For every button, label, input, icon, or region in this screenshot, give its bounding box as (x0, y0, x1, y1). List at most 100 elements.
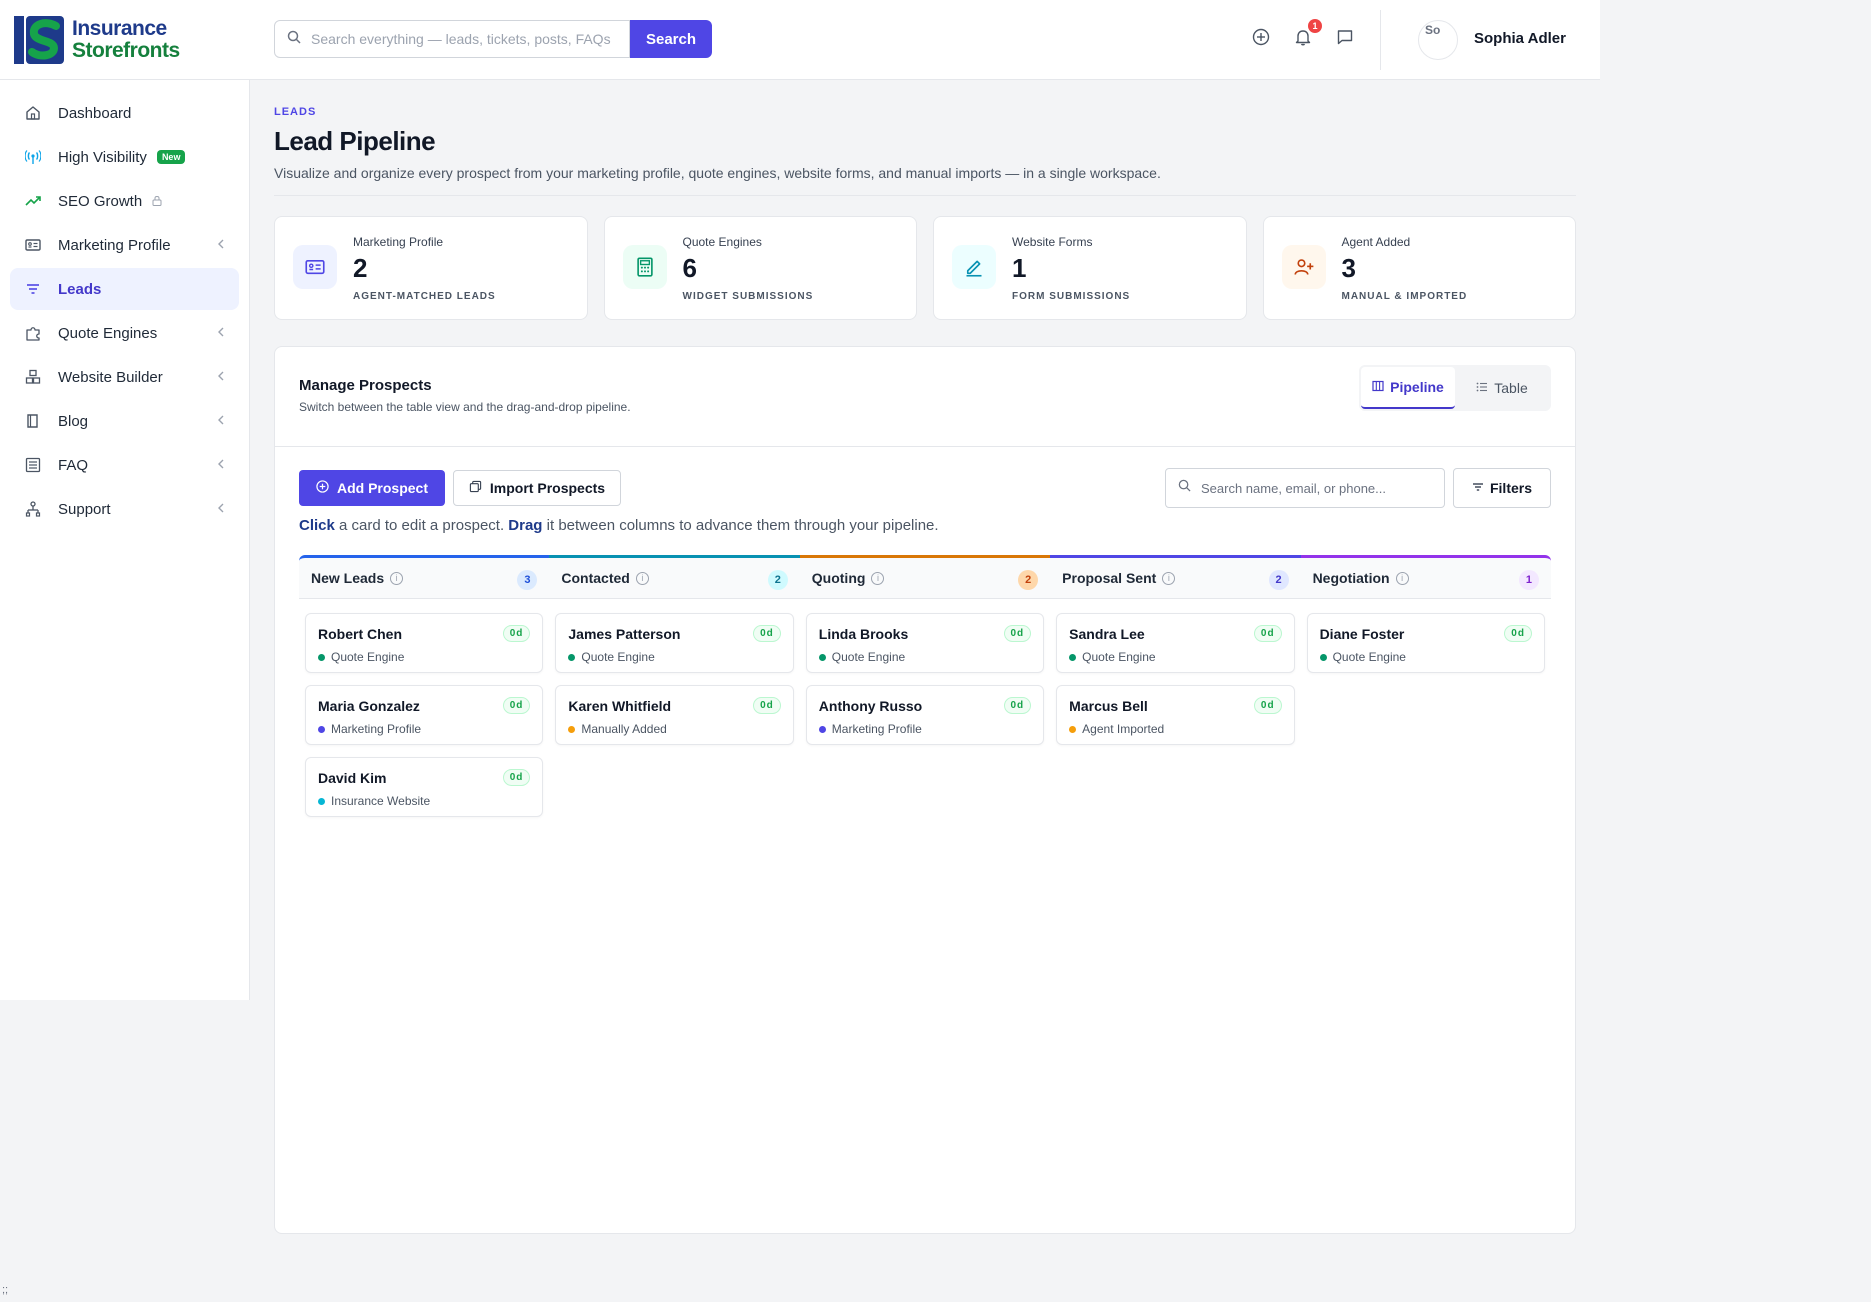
header-divider (1380, 10, 1381, 70)
add-prospect-button[interactable]: Add Prospect (299, 470, 445, 506)
chevron-left-icon (217, 501, 225, 518)
broadcast-icon (24, 148, 42, 166)
new-badge: New (156, 150, 186, 164)
global-search-input[interactable] (311, 31, 621, 47)
prospect-card[interactable]: David Kim 0d Insurance Website (305, 757, 544, 817)
divider (275, 446, 1575, 447)
import-prospects-button[interactable]: Import Prospects (453, 470, 621, 506)
sidebar-item-support[interactable]: Support (10, 488, 239, 530)
sidebar-item-blog[interactable]: Blog (10, 400, 239, 442)
bell-icon[interactable]: 1 (1292, 19, 1322, 48)
sidebar-item-high-visibility[interactable]: High Visibility New (10, 136, 239, 178)
user-plus-icon (1281, 245, 1326, 289)
sidebar-item-label: Leads (58, 280, 102, 298)
stat-label: Marketing Profile (353, 235, 444, 249)
sidebar-item-faq[interactable]: FAQ (10, 444, 239, 486)
column-header: Contacted i 2 (549, 555, 800, 599)
prospect-source: Quote Engine (568, 650, 655, 664)
prospect-source: Marketing Profile (318, 722, 421, 736)
source-label: Marketing Profile (331, 722, 422, 736)
info-icon[interactable]: i (1395, 571, 1409, 585)
stat-value: 1 (1012, 253, 1027, 283)
prospect-card[interactable]: James Patterson 0d Quote Engine (555, 613, 794, 673)
chevron-left-icon (217, 369, 225, 386)
sidebar-item-label: Blog (58, 412, 89, 430)
sidebar-item-marketing-profile[interactable]: Marketing Profile (10, 224, 239, 266)
pipeline-column: Quoting i 2 Linda Brooks 0d Quote Engine Antho… (799, 555, 1051, 829)
sidebar-item-leads[interactable]: Leads (10, 268, 239, 310)
chat-icon[interactable] (1334, 26, 1356, 48)
sidebar-item-label: Dashboard (58, 104, 132, 122)
source-label: Insurance Website (331, 794, 431, 808)
pipeline-column: New Leads i 3 Robert Chen 0d Quote Engine Mari… (299, 555, 550, 829)
source-label: Marketing Profile (831, 722, 922, 736)
prospect-name: David Kim (318, 770, 387, 786)
stat-card-quote-engines: Quote Engines 6 WIDGET SUBMISSIONS (603, 216, 917, 320)
search-icon (1178, 479, 1191, 497)
hint-end: it between columns to advance them throu… (542, 517, 939, 534)
calculator-icon (622, 245, 667, 289)
prospect-search-input[interactable] (1201, 480, 1431, 496)
prospect-card[interactable]: Linda Brooks 0d Quote Engine (805, 613, 1045, 673)
book-icon (24, 412, 42, 430)
user-name[interactable]: Sophia Adler (1474, 30, 1566, 47)
age-badge: 0d (1003, 625, 1032, 642)
id-card-icon (293, 245, 337, 289)
column-cards: James Patterson 0d Quote Engine Karen Whitf… (549, 599, 799, 745)
sidebar-item-dashboard[interactable]: Dashboard (10, 92, 239, 134)
column-cards: Robert Chen 0d Quote Engine Maria Gonzalez 0… (299, 599, 549, 817)
logo-mark-icon (14, 14, 66, 66)
filter-icon (1472, 480, 1484, 496)
prospect-card[interactable]: Maria Gonzalez 0d Marketing Profile (305, 685, 544, 745)
column-title: New Leads (311, 570, 385, 586)
prospect-source: Insurance Website (318, 794, 430, 808)
prospect-card[interactable]: Anthony Russo 0d Marketing Profile (805, 685, 1045, 745)
info-icon[interactable]: i (1162, 571, 1176, 585)
prospect-source: Agent Imported (1069, 722, 1164, 736)
column-count-badge: 2 (1268, 570, 1289, 590)
stat-caption: FORM SUBMISSIONS (1012, 291, 1131, 302)
age-badge: 0d (753, 697, 781, 714)
source-dot-icon (1319, 653, 1327, 661)
filters-button[interactable]: Filters (1453, 468, 1551, 508)
hint-mid: a card to edit a prospect. (334, 517, 509, 534)
hint-click: Click (299, 517, 335, 534)
pipeline-hint: Click a card to edit a prospect. Drag it… (299, 517, 939, 534)
avatar[interactable]: So (1418, 20, 1458, 60)
prospect-source: Manually Added (568, 722, 667, 736)
source-dot-icon (1069, 653, 1077, 661)
prospect-name: Marcus Bell (1069, 698, 1148, 714)
source-dot-icon (318, 725, 325, 733)
prospect-card[interactable]: Sandra Lee 0d Quote Engine (1056, 613, 1295, 673)
trending-up-icon (24, 192, 42, 210)
prospect-name: Karen Whitfield (568, 698, 672, 714)
filter-icon (24, 280, 42, 298)
list-icon (24, 456, 42, 474)
prospect-source: Quote Engine (1319, 650, 1406, 664)
age-badge: 0d (1253, 697, 1282, 714)
prospect-card[interactable]: Karen Whitfield 0d Manually Added (555, 685, 794, 745)
brand-logo[interactable]: Insurance Storefronts (14, 14, 184, 66)
info-icon[interactable]: i (390, 571, 404, 585)
tab-table[interactable]: Table (1455, 367, 1549, 409)
notification-count-badge: 1 (1308, 19, 1322, 33)
tab-pipeline[interactable]: Pipeline (1361, 367, 1455, 409)
prospect-card[interactable]: Robert Chen 0d Quote Engine (305, 613, 544, 673)
global-search-button[interactable]: Search (630, 20, 712, 58)
logo-line1: Insurance (72, 17, 167, 40)
sidebar-item-seo-growth[interactable]: SEO Growth (10, 180, 239, 222)
prospect-card[interactable]: Diane Foster 0d Quote Engine (1306, 613, 1545, 673)
plus-circle-icon[interactable] (1250, 26, 1272, 48)
sidebar-item-website-builder[interactable]: Website Builder (10, 356, 239, 398)
source-dot-icon (568, 725, 576, 733)
sidebar-item-label: SEO Growth (58, 192, 143, 210)
list-icon (1476, 380, 1488, 396)
info-icon[interactable]: i (871, 571, 885, 585)
main-content: LEADS Lead Pipeline Visualize and organi… (274, 80, 1576, 1234)
info-icon[interactable]: i (635, 571, 649, 585)
prospect-card[interactable]: Marcus Bell 0d Agent Imported (1056, 685, 1295, 745)
cubes-icon (24, 368, 42, 386)
sidebar-item-quote-engines[interactable]: Quote Engines (10, 312, 239, 354)
sitemap-icon (24, 500, 42, 518)
header-actions: 1 (1250, 19, 1356, 48)
